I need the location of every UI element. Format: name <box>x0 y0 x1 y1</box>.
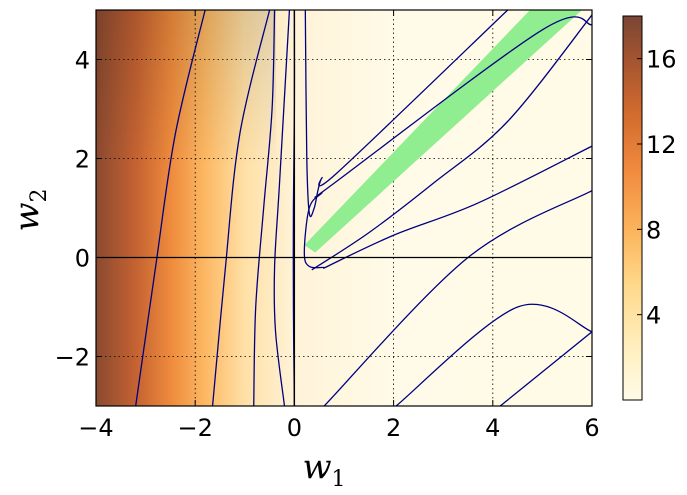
colorbar-ticks: 4 8 12 16 <box>637 46 677 330</box>
x-tick-label-1: −2 <box>178 414 213 442</box>
contour-line-2 <box>253 10 276 406</box>
colorbar-tick-label-3: 16 <box>646 46 677 74</box>
x-tick-label-0: −4 <box>78 414 113 442</box>
y-tick-label-1: 0 <box>75 245 90 273</box>
x-tick-label-2: 0 <box>287 414 302 442</box>
x-tick-label-5: 6 <box>584 414 599 442</box>
y-tick-label-2: 2 <box>75 146 90 174</box>
contour-line-8 <box>322 145 592 269</box>
contour-line-7 <box>311 14 592 271</box>
x-tick-label-3: 2 <box>386 414 401 442</box>
contour-line-0 <box>135 10 206 406</box>
colorbar-tick-label-1: 8 <box>646 216 661 244</box>
y-axis-title: w2 <box>7 188 52 231</box>
contour-lines <box>135 10 592 406</box>
colorbar-gradient <box>622 15 643 401</box>
green-region <box>304 10 583 253</box>
plot-frame <box>95 9 593 407</box>
heatmap-shade <box>96 10 276 406</box>
colorbar-tick-label-2: 12 <box>646 131 677 159</box>
plot-area <box>96 10 592 406</box>
x-axis-title: w1 <box>302 447 345 492</box>
contour-line-11 <box>499 331 592 406</box>
contour-line-3 <box>273 10 291 406</box>
grid <box>96 10 592 406</box>
y-tick-label-3: 4 <box>75 47 90 75</box>
y-axis-ticks: −2 0 2 4 <box>55 47 592 372</box>
y-tick-label-0: −2 <box>55 344 90 372</box>
contour-line-9 <box>323 190 592 406</box>
contour-line-1 <box>211 10 271 406</box>
contour-line-5 <box>304 10 509 218</box>
contour-line-6 <box>303 16 592 269</box>
colorbar-tick-label-0: 4 <box>646 302 661 330</box>
x-axis-ticks: −4 −2 0 2 4 6 <box>78 10 600 442</box>
x-tick-label-4: 4 <box>485 414 500 442</box>
colorbar: 4 8 12 16 <box>622 15 677 401</box>
contour-line-10 <box>395 303 592 406</box>
reference-lines <box>96 10 592 406</box>
